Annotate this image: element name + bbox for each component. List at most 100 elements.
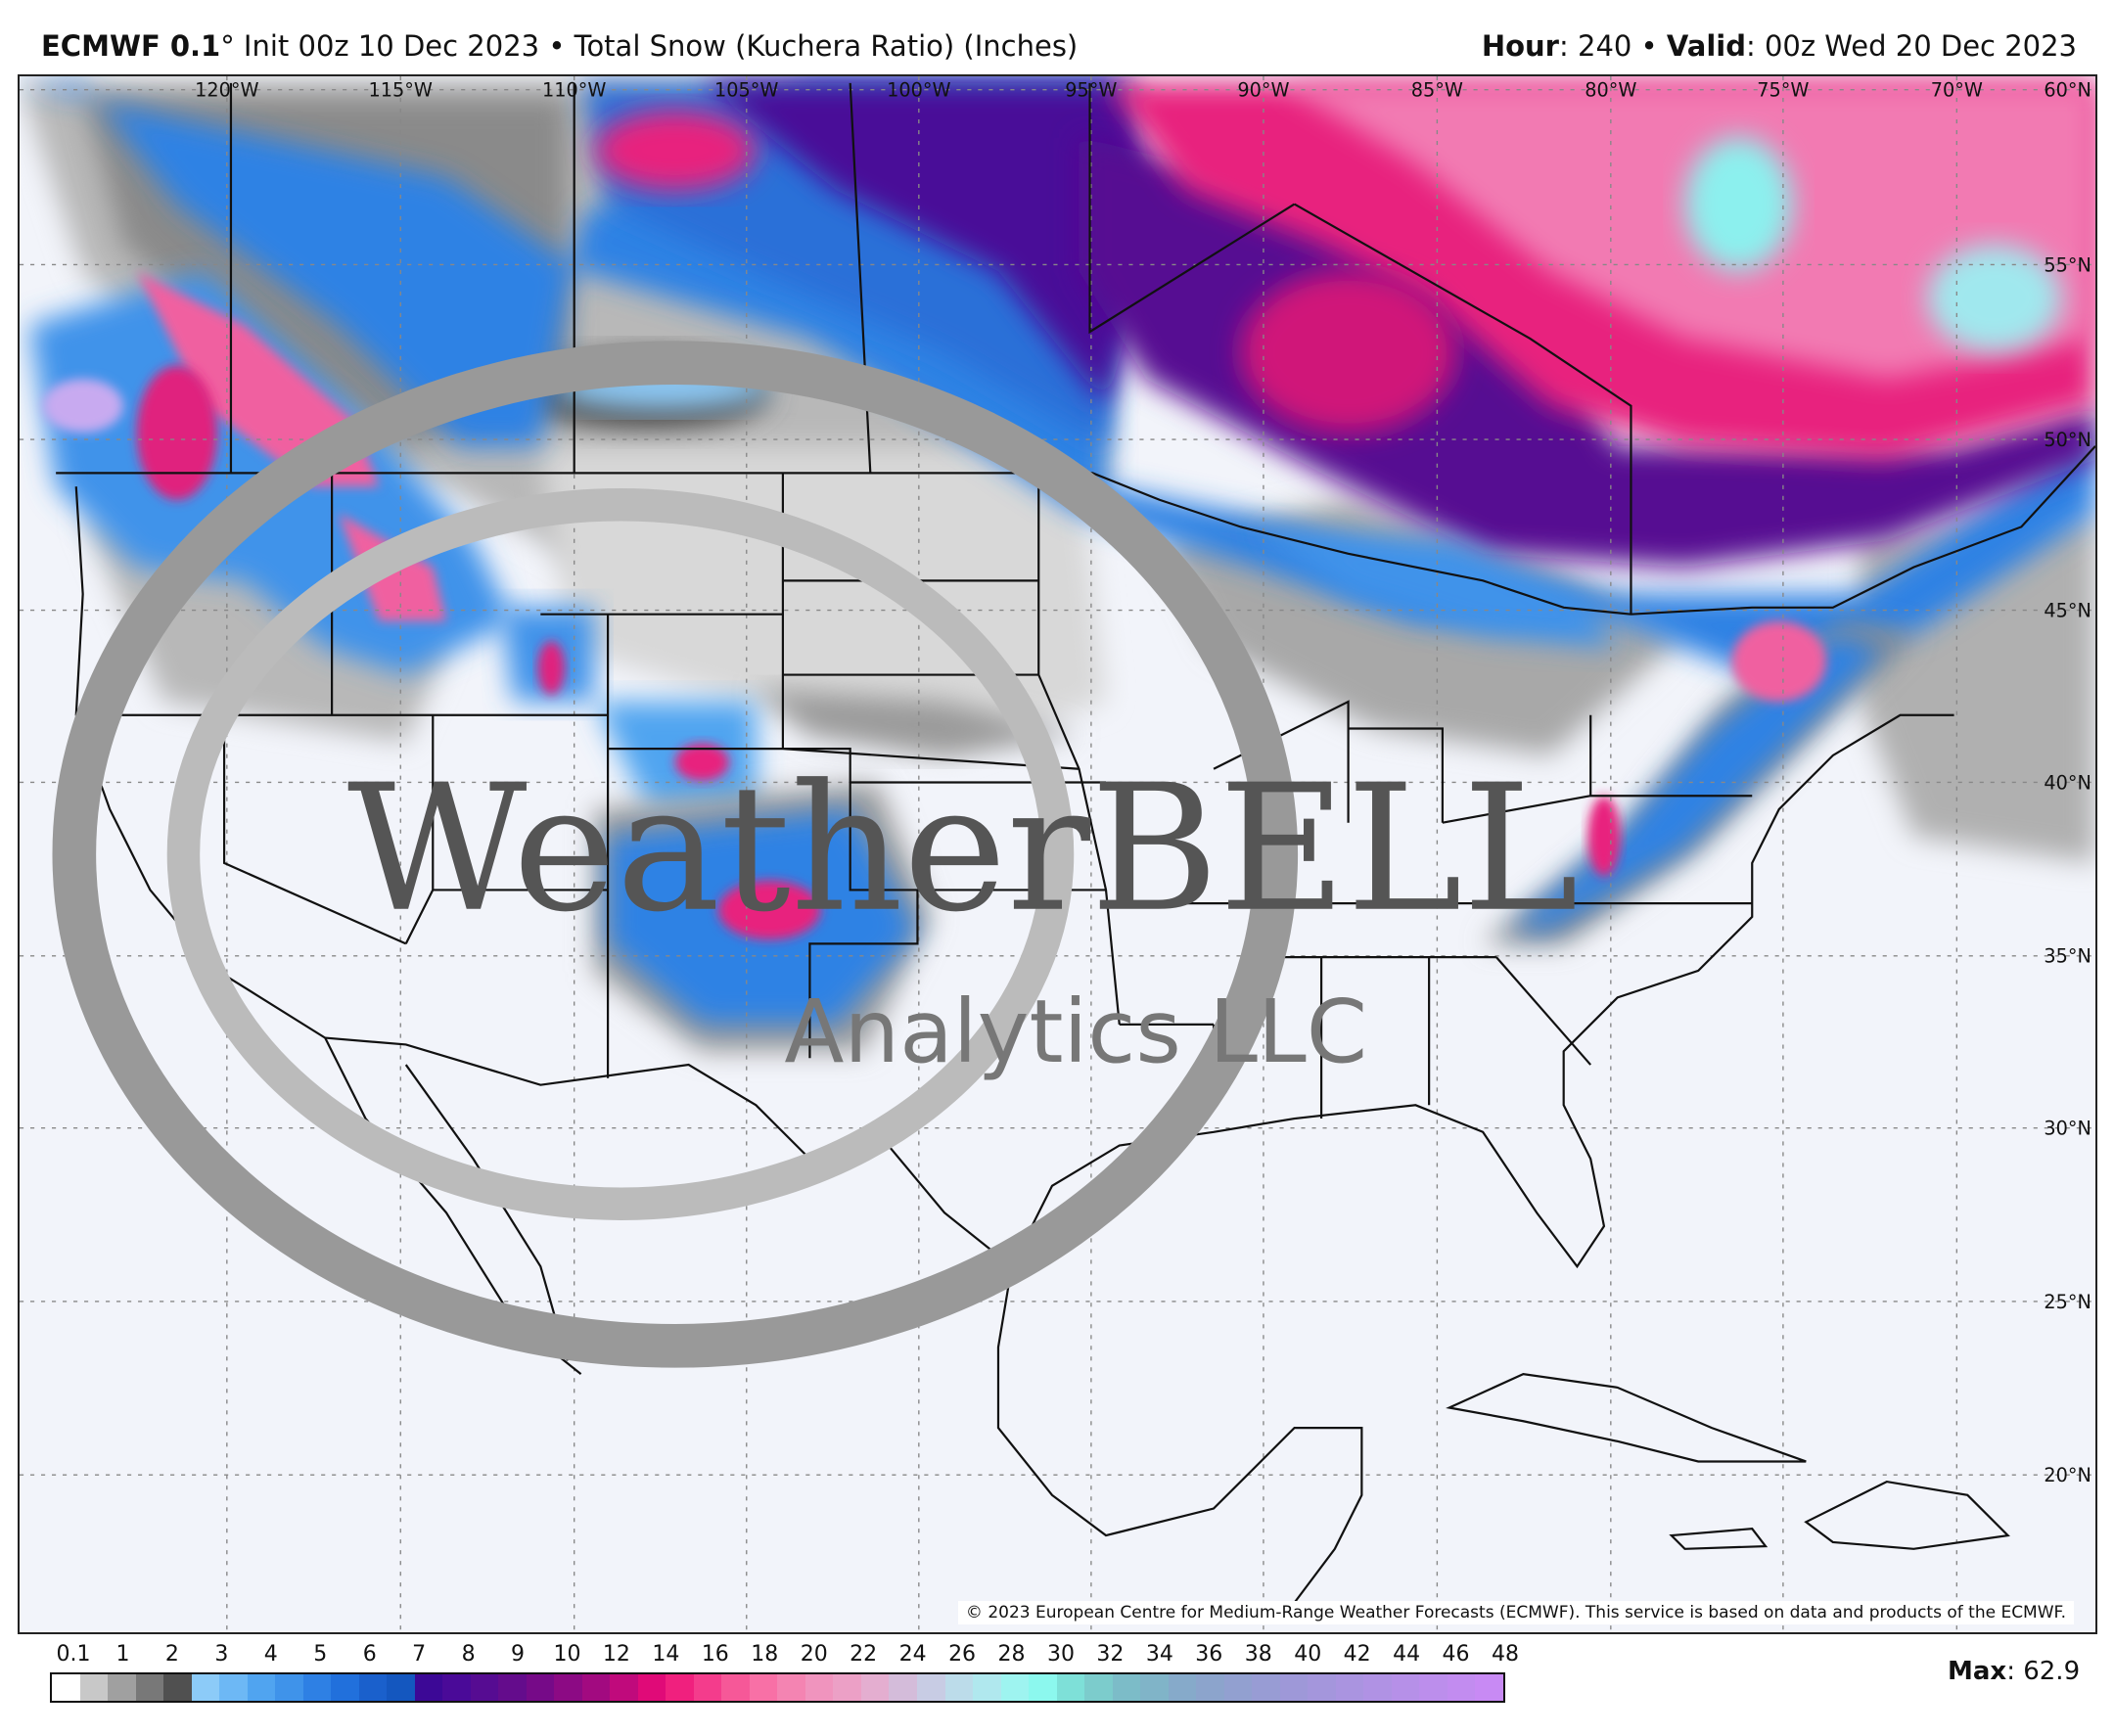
legend-color-swatch bbox=[302, 1674, 332, 1701]
latitude-label: 55°N bbox=[2044, 253, 2091, 276]
legend-label: 34 bbox=[1145, 1642, 1173, 1667]
legend-label: 20 bbox=[800, 1642, 828, 1667]
legend-color-swatch bbox=[163, 1674, 192, 1701]
legend-color-swatch bbox=[666, 1674, 694, 1701]
latitude-label: 50°N bbox=[2044, 429, 2091, 451]
legend-color-swatch bbox=[804, 1674, 834, 1701]
degree-symbol: ° bbox=[220, 29, 235, 63]
latitude-label: 30°N bbox=[2044, 1118, 2091, 1140]
legend-color-swatch bbox=[1363, 1674, 1392, 1701]
hour-label: Hour bbox=[1481, 29, 1559, 63]
legend-label: 8 bbox=[461, 1642, 476, 1667]
legend-label: 40 bbox=[1294, 1642, 1322, 1667]
legend-label: 38 bbox=[1244, 1642, 1272, 1667]
longitude-label: 70°W bbox=[1931, 79, 1983, 102]
longitude-label: 120°W bbox=[195, 79, 258, 102]
latitude-label: 45°N bbox=[2044, 599, 2091, 621]
longitude-label: 110°W bbox=[542, 79, 606, 102]
legend-label: 7 bbox=[412, 1642, 427, 1667]
legend-color-swatch bbox=[414, 1674, 443, 1701]
model-name: ECMWF 0.1 bbox=[41, 29, 221, 63]
legend-label: 1 bbox=[115, 1642, 130, 1667]
legend-label: 30 bbox=[1046, 1642, 1075, 1667]
legend-color-swatch bbox=[1168, 1674, 1197, 1701]
legend-color-swatch bbox=[52, 1674, 80, 1701]
legend-label: 44 bbox=[1393, 1642, 1421, 1667]
max-label: Max bbox=[1948, 1657, 2007, 1686]
latitude-label: 20°N bbox=[2044, 1464, 2091, 1486]
legend-color-swatch bbox=[554, 1674, 582, 1701]
legend-label: 24 bbox=[898, 1642, 927, 1667]
legend-color-swatch bbox=[358, 1674, 388, 1701]
legend-color-swatch bbox=[470, 1674, 499, 1701]
legend-label: 4 bbox=[263, 1642, 278, 1667]
legend-color-swatch bbox=[610, 1674, 638, 1701]
legend-color-swatch bbox=[1140, 1674, 1169, 1701]
legend-labels: 0.1 1 2 3 4 5 6 7 8 9 10 12 14 16 18 20 22 24 26 28 30 32 34 36… bbox=[50, 1642, 1520, 1671]
legend-color-swatch bbox=[442, 1674, 471, 1701]
max-value: Max: 62.9 bbox=[1948, 1657, 2080, 1686]
legend-label: 14 bbox=[652, 1642, 680, 1667]
chart-title: ECMWF 0.1° Init 00z 10 Dec 2023 • Total … bbox=[41, 29, 1078, 63]
legend-color-swatch bbox=[387, 1674, 415, 1701]
lat-lon-grid bbox=[20, 76, 2095, 1632]
valid-value: : 00z Wed 20 Dec 2023 bbox=[1745, 29, 2077, 63]
map-canvas: 120°W 115°W 110°W 105°W 100°W 95°W 90°W 85°W 80°… bbox=[20, 76, 2095, 1632]
valid-time: Hour: 240 • Valid: 00z Wed 20 Dec 2023 bbox=[1482, 29, 2077, 63]
legend-label: 3 bbox=[214, 1642, 229, 1667]
legend-color-swatch bbox=[275, 1674, 303, 1701]
legend-label: 46 bbox=[1442, 1642, 1470, 1667]
legend-label: 26 bbox=[948, 1642, 977, 1667]
legend-color-swatch bbox=[1419, 1674, 1448, 1701]
longitude-label: 115°W bbox=[369, 79, 433, 102]
legend-label: 6 bbox=[362, 1642, 377, 1667]
legend-label: 12 bbox=[602, 1642, 630, 1667]
longitude-label: 90°W bbox=[1237, 79, 1289, 102]
latitude-label: 40°N bbox=[2044, 771, 2091, 794]
latitude-label: 25°N bbox=[2044, 1291, 2091, 1313]
legend-label: 16 bbox=[701, 1642, 729, 1667]
legend-color-swatch bbox=[1056, 1674, 1085, 1701]
latitude-label: 60°N bbox=[2044, 79, 2091, 102]
legend-color-swatch bbox=[637, 1674, 666, 1701]
logo-text: WeatherBELL bbox=[347, 748, 1579, 951]
legend-color-swatch bbox=[526, 1674, 555, 1701]
legend-color-swatch bbox=[1196, 1674, 1224, 1701]
longitude-label: 100°W bbox=[887, 79, 950, 102]
legend-color-swatch bbox=[581, 1674, 611, 1701]
legend-label: 5 bbox=[313, 1642, 328, 1667]
longitude-label: 75°W bbox=[1757, 79, 1809, 102]
legend-color-swatch bbox=[219, 1674, 248, 1701]
legend-color-swatch bbox=[1475, 1674, 1503, 1701]
legend-color-swatch bbox=[79, 1674, 109, 1701]
legend-color-swatch bbox=[1308, 1674, 1336, 1701]
legend-color-swatch bbox=[860, 1674, 890, 1701]
legend-color-swatch bbox=[889, 1674, 917, 1701]
latitude-labels: 60°N 55°N 50°N 45°N 40°N 35°N 30°N 25°N 20°N bbox=[2044, 79, 2091, 1486]
legend-label: 18 bbox=[751, 1642, 779, 1667]
legend-color-swatch bbox=[498, 1674, 527, 1701]
legend-label: 9 bbox=[511, 1642, 526, 1667]
legend-label: 36 bbox=[1195, 1642, 1223, 1667]
legend-color-swatch bbox=[833, 1674, 861, 1701]
legend-color-swatch bbox=[1279, 1674, 1309, 1701]
legend-color-swatch bbox=[973, 1674, 1001, 1701]
legend-color-swatch bbox=[749, 1674, 778, 1701]
title-text: Init 00z 10 Dec 2023 • Total Snow (Kuche… bbox=[234, 29, 1079, 63]
hour-value: : 240 • bbox=[1559, 29, 1667, 63]
latitude-label: 35°N bbox=[2044, 945, 2091, 968]
weatherbell-logo: WeatherBELL Analytics LLC bbox=[52, 341, 1579, 1368]
legend-color-swatch bbox=[1252, 1674, 1280, 1701]
logo-subtext: Analytics LLC bbox=[784, 982, 1367, 1083]
legend-color-swatch bbox=[916, 1674, 945, 1701]
copyright-notice: © 2023 European Centre for Medium-Range … bbox=[957, 1601, 2074, 1624]
legend-color-swatch bbox=[108, 1674, 136, 1701]
longitude-label: 105°W bbox=[714, 79, 778, 102]
longitude-label: 80°W bbox=[1585, 79, 1636, 102]
legend-label: 28 bbox=[997, 1642, 1026, 1667]
valid-label: Valid bbox=[1666, 29, 1746, 63]
longitude-label: 95°W bbox=[1065, 79, 1117, 102]
legend-color-swatch bbox=[1029, 1674, 1057, 1701]
legend-color-swatch bbox=[1391, 1674, 1420, 1701]
legend-color-swatch bbox=[721, 1674, 750, 1701]
